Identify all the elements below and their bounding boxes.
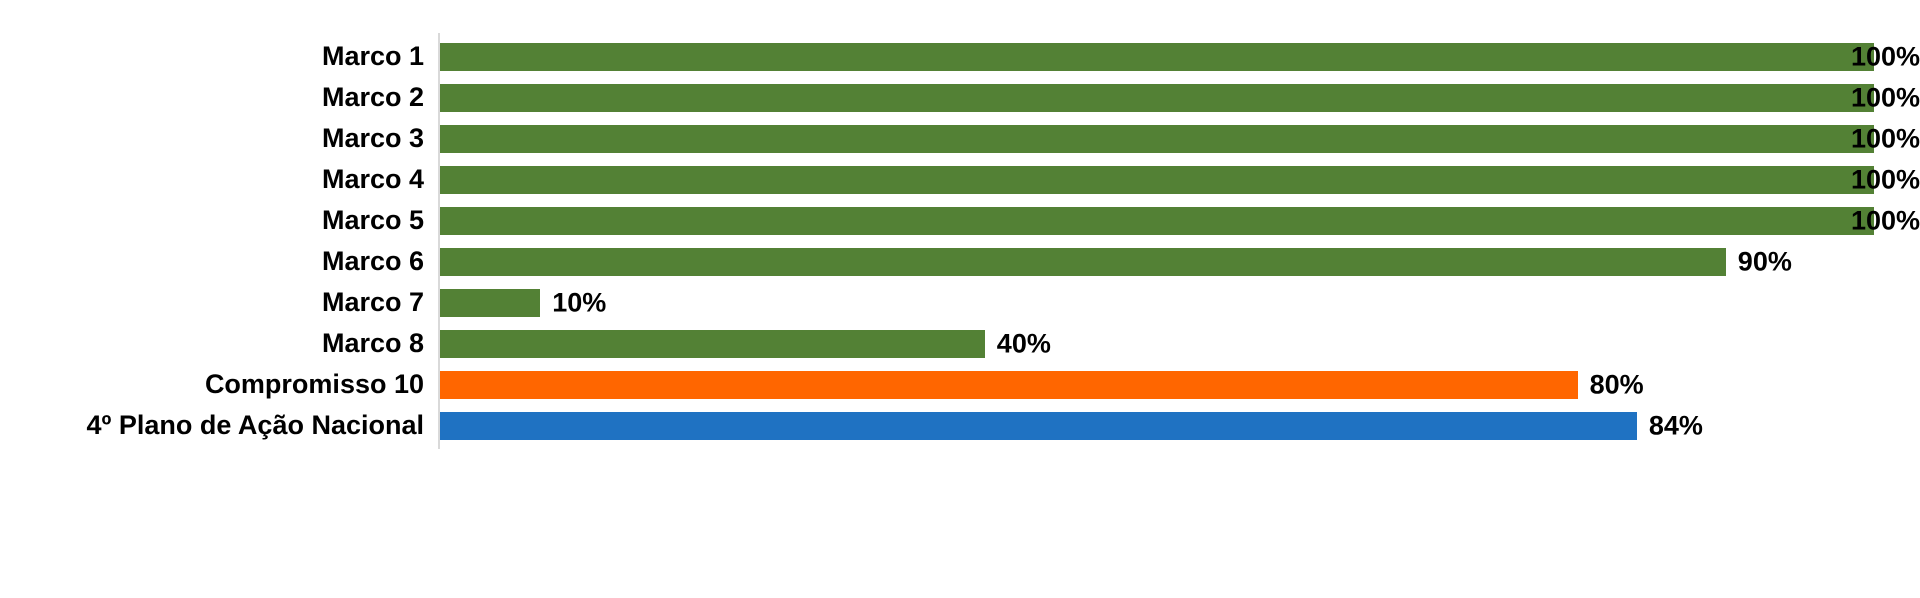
bar-area: 100%: [438, 118, 1920, 159]
bar-area: 10%: [438, 282, 1920, 323]
chart-row: 4º Plano de Ação Nacional 84%: [0, 405, 1920, 446]
chart-row: Marco 3 100%: [0, 118, 1920, 159]
category-label: Marco 4: [321, 164, 424, 194]
bar-value-label: 100%: [1850, 41, 1920, 71]
bar-area: 80%: [438, 364, 1920, 405]
chart-row: Marco 7 10%: [0, 282, 1920, 323]
bar-area: 90%: [438, 241, 1920, 282]
bar-value-label: 100%: [1850, 205, 1920, 235]
chart-rows: Marco 1 100% Marco 2 100% Marco 3 100% Marco 4…: [0, 36, 1920, 446]
category-label: Marco 8: [321, 328, 424, 358]
bar: [440, 42, 1874, 71]
bar-value-label: 40%: [996, 328, 1051, 358]
bar: [440, 206, 1874, 235]
category-label: Marco 2: [321, 82, 424, 112]
chart-row: Marco 1 100%: [0, 36, 1920, 77]
y-axis-line: [438, 33, 440, 449]
bar: [440, 370, 1578, 399]
chart-row: Compromisso 10 80%: [0, 364, 1920, 405]
bar: [440, 124, 1874, 153]
bar: [440, 165, 1874, 194]
bar-value-label: 100%: [1850, 164, 1920, 194]
bar-value-label: 10%: [552, 287, 607, 317]
category-label: Marco 1: [321, 41, 424, 71]
bar-value-label: 80%: [1589, 369, 1644, 399]
bar-value-label: 84%: [1648, 410, 1703, 440]
bar-value-label: 90%: [1737, 246, 1792, 276]
bar-value-label: 100%: [1850, 82, 1920, 112]
bar-area: 100%: [438, 77, 1920, 118]
bar-area: 40%: [438, 323, 1920, 364]
bar-area: 100%: [438, 159, 1920, 200]
bar: [440, 329, 985, 358]
chart-row: Marco 4 100%: [0, 159, 1920, 200]
chart-row: Marco 2 100%: [0, 77, 1920, 118]
category-label: Marco 6: [321, 246, 424, 276]
bar: [440, 247, 1726, 276]
category-label: Marco 7: [321, 287, 424, 317]
bar-area: 84%: [438, 405, 1920, 446]
chart-row: Marco 5 100%: [0, 200, 1920, 241]
category-label: 4º Plano de Ação Nacional: [86, 410, 424, 440]
bar-area: 100%: [438, 36, 1920, 77]
bar: [440, 83, 1874, 112]
chart-row: Marco 6 90%: [0, 241, 1920, 282]
category-label: Marco 3: [321, 123, 424, 153]
bar-value-label: 100%: [1850, 123, 1920, 153]
category-label: Compromisso 10: [204, 369, 424, 399]
bar: [440, 288, 541, 317]
chart-row: Marco 8 40%: [0, 323, 1920, 364]
category-label: Marco 5: [321, 205, 424, 235]
bar-area: 100%: [438, 200, 1920, 241]
bar: [440, 411, 1637, 440]
